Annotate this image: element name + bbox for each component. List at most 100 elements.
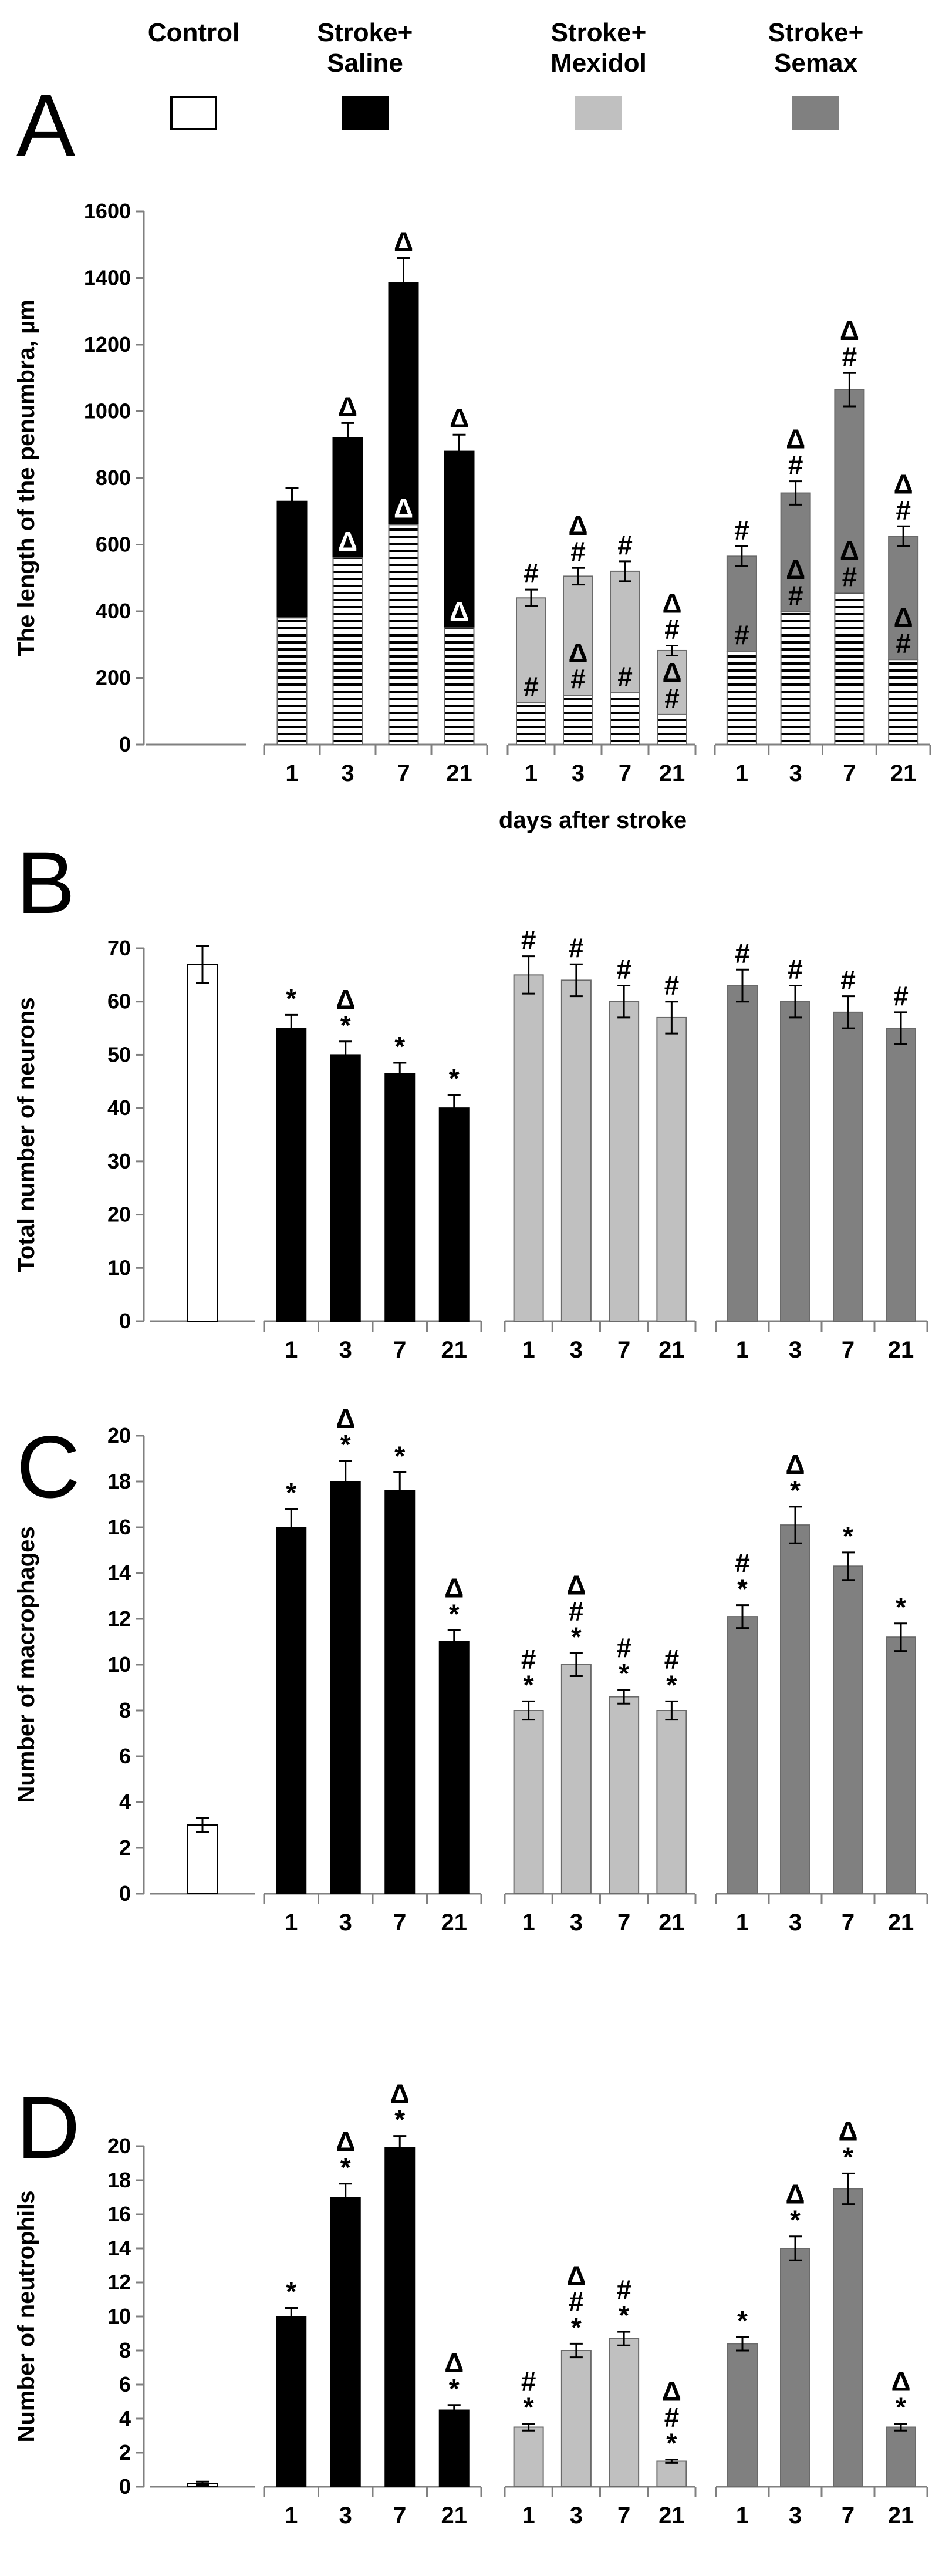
panel-letter: C (16, 1417, 80, 1516)
legend-label-3: Stroke+ Semax (768, 18, 864, 78)
bar (438, 2409, 470, 2487)
significance-mark: Δ (894, 469, 913, 499)
bar (656, 1016, 687, 1322)
bar-total (444, 450, 475, 629)
significance-mark: Δ (390, 2079, 410, 2109)
significance-mark-inner: Δ (840, 536, 859, 566)
significance-mark: # (569, 932, 584, 963)
y-tick-label: 200 (96, 666, 131, 690)
significance-mark: * (524, 1669, 534, 1700)
bar (886, 2426, 916, 2487)
x-tick-label: 1 (522, 2503, 535, 2528)
y-axis-title: Number of neutrophils (13, 2191, 39, 2443)
significance-mark: Δ (450, 403, 469, 433)
y-axis-title: The length of the penumbra, µm (13, 299, 39, 656)
significance-mark-inner: Δ (394, 493, 413, 523)
bar (187, 964, 218, 1322)
significance-mark-inner: Δ (568, 638, 587, 668)
bar (330, 1481, 361, 1894)
y-tick-label: 16 (107, 1515, 131, 1539)
bar (886, 1028, 916, 1322)
bar-hatched (657, 713, 687, 746)
group-2: #*1Δ#*3#*7#*21 (504, 1570, 697, 1935)
panel-letter: A (16, 76, 75, 174)
y-tick-label: 12 (107, 2270, 131, 2294)
bar-hatched (276, 617, 308, 745)
group-1: *1Δ*3*7*21 (263, 983, 482, 1363)
significance-mark: # (521, 925, 536, 955)
panel-letter: D (16, 2078, 80, 2177)
panel-C: C 0 2 4 6 8 10 12 14 16 18 20 Number of macrophages *… (13, 1403, 928, 1935)
x-tick-label: 21 (441, 2503, 468, 2528)
x-tick-label: 7 (842, 1337, 855, 1363)
x-tick-label: 21 (888, 1910, 914, 1935)
y-tick-label: 16 (107, 2202, 131, 2226)
bar (330, 1054, 361, 1322)
x-tick-label: 7 (393, 1337, 406, 1363)
significance-mark: * (571, 1622, 582, 1652)
y-tick-label: 600 (96, 533, 131, 557)
significance-mark: * (449, 2373, 460, 2404)
x-tick-label: 7 (843, 760, 856, 786)
bar-hatched (516, 702, 546, 745)
legend-label-line2: Saline (327, 49, 403, 78)
legend-label-2: Stroke+ Mexidol (551, 18, 647, 78)
bar (886, 1636, 916, 1894)
legend-label-line2: Semax (774, 49, 857, 78)
bar (609, 1001, 640, 1322)
group-1: *1Δ*3Δ*7Δ*21 (263, 2079, 482, 2528)
bar-hatched (780, 611, 811, 746)
significance-mark: # (664, 1644, 680, 1674)
y-tick-label: 6 (119, 2372, 131, 2396)
y-tick-label: 10 (107, 1255, 131, 1279)
x-tick-label: 3 (339, 2503, 352, 2528)
group-2: ##1Δ#Δ#3##7Δ#Δ#21 (506, 510, 697, 786)
significance-mark: * (666, 2428, 677, 2459)
y-tick-label: 70 (107, 936, 131, 960)
bar (609, 1696, 640, 1895)
significance-mark-inner: # (896, 628, 911, 658)
x-tick-label: 21 (658, 2503, 685, 2528)
bar (727, 1616, 758, 1895)
y-tick-label: 60 (107, 989, 131, 1013)
significance-mark-inner: # (664, 683, 680, 713)
bar (384, 2147, 416, 2487)
group-2: #1 #3 #7 #21 (504, 925, 697, 1363)
significance-mark: Δ (785, 1449, 805, 1480)
y-tick-label: 20 (107, 2134, 131, 2158)
legend-swatch-3 (792, 96, 839, 130)
significance-mark: * (896, 2392, 906, 2423)
significance-mark: * (524, 2392, 534, 2423)
y-axis-title: Number of macrophages (13, 1526, 39, 1803)
significance-mark: Δ (444, 1573, 464, 1604)
significance-mark: # (569, 2286, 584, 2316)
x-tick-label: 3 (572, 760, 585, 786)
x-tick-label: 3 (570, 1337, 583, 1363)
x-tick-label: 21 (658, 1910, 685, 1935)
legend-label-line1: Stroke+ (551, 18, 647, 47)
legend-label-line1: Stroke+ (318, 18, 413, 47)
significance-mark: Δ (568, 510, 587, 541)
y-tick-label: 800 (96, 466, 131, 490)
significance-mark: Δ (336, 2126, 355, 2157)
x-tick-label: 3 (789, 1910, 802, 1935)
bar-total (388, 282, 419, 526)
group-2: #*1Δ#*3#*7Δ#*21 (504, 2260, 697, 2528)
group-0 (150, 2480, 255, 2488)
significance-mark: * (790, 2205, 801, 2235)
bar-hatched (563, 695, 593, 746)
bar-total (834, 389, 865, 594)
significance-mark: # (521, 2366, 536, 2397)
significance-mark: Δ (785, 2179, 805, 2210)
y-tick-label: 20 (107, 1203, 131, 1227)
panel-B: B 0 10 20 30 40 50 60 70 Total number of neurons *… (13, 833, 928, 1363)
x-tick-label: 7 (842, 2503, 855, 2528)
x-tick-label: 7 (393, 2503, 406, 2528)
significance-mark-inner: Δ (338, 526, 357, 557)
x-tick-label: 3 (339, 1910, 352, 1935)
significance-mark-inner: # (617, 661, 633, 692)
y-tick-label: 14 (107, 2236, 131, 2260)
y-tick-label: 8 (119, 1698, 131, 1722)
bar (780, 1001, 810, 1322)
x-tick-label: 1 (522, 1337, 535, 1363)
